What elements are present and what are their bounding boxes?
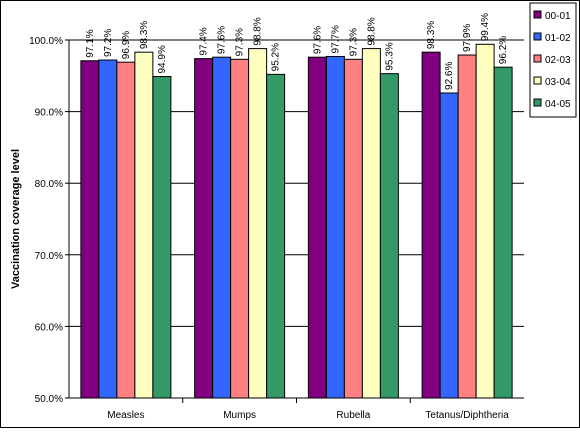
bar	[325, 55, 345, 399]
legend-label: 03-04	[545, 77, 571, 88]
bar	[230, 58, 250, 399]
legend-swatch	[533, 10, 542, 19]
legend-swatch	[533, 76, 542, 85]
bar	[266, 73, 286, 399]
bar	[116, 61, 136, 399]
data-label: 92.6%	[444, 62, 455, 90]
bar	[152, 76, 172, 399]
bar	[421, 51, 441, 399]
data-label: 97.3%	[348, 28, 359, 56]
legend-label: 00-01	[545, 11, 571, 22]
legend-label: 01-02	[545, 33, 571, 44]
y-tick-label: 70.0%	[35, 251, 63, 262]
data-label: 97.6%	[312, 26, 323, 54]
bar	[98, 59, 118, 399]
data-label: 98.8%	[253, 17, 264, 45]
bar	[194, 58, 214, 399]
data-label: 97.6%	[217, 26, 228, 54]
bars	[80, 43, 513, 399]
y-tick-label: 90.0%	[35, 108, 63, 119]
data-labels: 97.1% 97.2% 96.9% 98.3% 94.9% 97.4% 97.6% 97.3%…	[85, 13, 509, 90]
bar	[493, 66, 513, 399]
legend-swatch	[533, 54, 542, 63]
legend-label: 02-03	[545, 55, 571, 66]
data-label: 96.9%	[121, 31, 132, 59]
legend: 00-01 01-02 02-03 03-04 04-05	[529, 2, 577, 118]
bar	[248, 48, 268, 399]
bar	[343, 58, 363, 399]
y-tick-label: 80.0%	[35, 179, 63, 190]
data-label: 97.7%	[330, 25, 341, 53]
y-tick-label: 60.0%	[35, 322, 63, 333]
bar	[134, 51, 154, 399]
y-axis-label: Vaccination coverage level	[10, 149, 22, 289]
bar	[457, 54, 477, 399]
y-tick-label: 100.0%	[29, 36, 63, 47]
y-tick-label: 50.0%	[35, 394, 63, 405]
data-label: 97.4%	[199, 27, 210, 55]
data-label: 95.3%	[384, 42, 395, 70]
bar	[307, 56, 327, 399]
data-label: 97.2%	[103, 29, 114, 57]
legend-label: 04-05	[545, 99, 571, 110]
x-tick-label: Mumps	[223, 410, 256, 421]
data-label: 98.3%	[139, 21, 150, 49]
data-label: 95.2%	[271, 43, 282, 71]
x-tick-label: Rubella	[336, 410, 370, 421]
data-label: 99.4%	[480, 13, 491, 41]
x-tick-label: Tetanus/Diphtheria	[425, 410, 509, 421]
data-label: 96.2%	[498, 36, 509, 64]
x-tick-label: Measles	[107, 410, 144, 421]
legend-swatch	[533, 32, 542, 41]
data-label: 98.3%	[426, 21, 437, 49]
bar	[379, 73, 399, 399]
bar	[439, 92, 459, 399]
data-label: 98.8%	[366, 17, 377, 45]
bar	[212, 56, 232, 399]
data-label: 97.9%	[462, 24, 473, 52]
data-label: 97.3%	[235, 28, 246, 56]
legend-swatch	[533, 98, 542, 107]
data-label: 94.9%	[157, 45, 168, 73]
bar	[475, 43, 495, 399]
axes: 50.0% 60.0% 70.0% 80.0% 90.0% 100.0% Measles Mu…	[29, 36, 524, 421]
data-label: 97.1%	[85, 29, 96, 57]
bar	[361, 48, 381, 399]
bar	[80, 60, 100, 399]
